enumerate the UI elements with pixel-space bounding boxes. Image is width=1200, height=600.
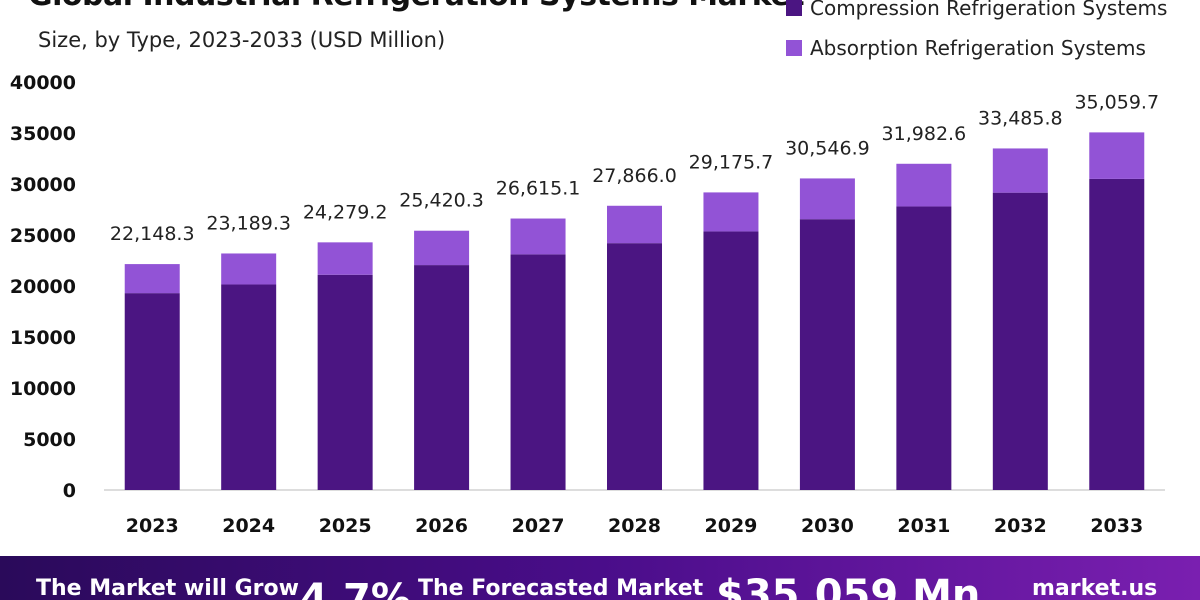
bar-absorption-2025 xyxy=(317,242,373,275)
bar-total-label: 31,982.6 xyxy=(882,123,967,145)
bar-total-label: 35,059.7 xyxy=(1074,91,1159,113)
banner-text-grow: The Market will Grow xyxy=(36,576,299,600)
banner-brand: market.us xyxy=(1032,576,1158,600)
bar-total-label: 22,148.3 xyxy=(110,223,195,245)
bar-absorption-2028 xyxy=(607,205,662,244)
legend-item-compression: Compression Refrigeration Systems xyxy=(786,0,1167,28)
bar-absorption-2026 xyxy=(414,230,470,266)
legend-label-absorption: Absorption Refrigeration Systems xyxy=(810,36,1146,60)
legend-item-absorption: Absorption Refrigeration Systems xyxy=(786,28,1167,68)
bar-total-label: 33,485.8 xyxy=(978,107,1063,129)
y-tick-label: 35000 xyxy=(10,123,76,145)
x-tick-label: 2026 xyxy=(415,515,468,537)
y-tick-label: 0 xyxy=(63,480,76,502)
bar-compression-2032 xyxy=(992,192,1048,491)
bar-compression-2025 xyxy=(317,274,373,490)
x-tick-label: 2023 xyxy=(126,515,179,537)
bar-total-label: 30,546.9 xyxy=(785,137,870,159)
bar-total-label: 29,175.7 xyxy=(689,151,774,173)
bar-total-label: 23,189.3 xyxy=(206,212,291,234)
bar-compression-2023 xyxy=(124,293,180,490)
bar-total-label: 25,420.3 xyxy=(399,190,484,212)
x-tick-label: 2028 xyxy=(608,515,661,537)
x-tick-label: 2024 xyxy=(222,515,275,537)
y-axis: 0 5000 10000 15000 20000 25000 30000 35000 40000 xyxy=(10,72,1165,502)
bar-compression-2030 xyxy=(799,219,855,490)
bar-absorption-2029 xyxy=(703,192,759,232)
x-tick-label: 2027 xyxy=(512,515,565,537)
bar-compression-2026 xyxy=(414,265,470,490)
bar-compression-2028 xyxy=(607,243,662,490)
bar-absorption-2030 xyxy=(799,178,855,220)
chart-legend: Compression Refrigeration Systems Absorp… xyxy=(786,0,1167,68)
y-tick-label: 40000 xyxy=(10,72,76,94)
bar-compression-2031 xyxy=(896,206,952,490)
y-tick-label: 10000 xyxy=(10,378,76,400)
bar-absorption-2024 xyxy=(221,253,277,285)
bar-absorption-2023 xyxy=(124,264,180,294)
bar-total-label: 26,615.1 xyxy=(496,178,581,200)
legend-label-compression: Compression Refrigeration Systems xyxy=(810,0,1168,20)
y-tick-label: 5000 xyxy=(23,429,76,451)
bars: 22,148.3 23,189.3 24,279.2 25,420.3 26,615.1… xyxy=(110,91,1159,491)
y-tick-label: 25000 xyxy=(10,225,76,247)
bar-absorption-2032 xyxy=(992,148,1048,193)
x-tick-label: 2029 xyxy=(705,515,758,537)
bar-compression-2027 xyxy=(510,254,566,490)
stacked-bar-chart: 0 5000 10000 15000 20000 25000 30000 35000 40000… xyxy=(10,72,1165,537)
x-tick-label: 2025 xyxy=(319,515,372,537)
legend-swatch-absorption xyxy=(786,40,802,56)
y-tick-label: 20000 xyxy=(10,276,76,298)
bar-absorption-2027 xyxy=(510,218,566,255)
bar-compression-2024 xyxy=(221,284,277,490)
banner-text-forecast: The Forecasted Market xyxy=(418,576,704,600)
x-tick-label: 2030 xyxy=(801,515,854,537)
bar-compression-2033 xyxy=(1089,178,1145,490)
x-axis: 2023 2024 2025 2026 2027 2028 2029 2030 2031 2032… xyxy=(126,515,1143,537)
chart-title: Global Industrial Refrigeration Systems … xyxy=(28,0,805,13)
bar-absorption-2033 xyxy=(1089,132,1145,179)
bar-total-label: 27,866.0 xyxy=(592,165,677,187)
y-tick-label: 30000 xyxy=(10,174,76,196)
banner-cagr: 4.7% xyxy=(300,576,411,600)
x-tick-label: 2032 xyxy=(994,515,1047,537)
y-tick-label: 15000 xyxy=(10,327,76,349)
bar-absorption-2031 xyxy=(896,163,952,207)
promo-banner: The Market will Grow 4.7% The Forecasted… xyxy=(0,556,1200,600)
chart-subtitle: Size, by Type, 2023-2033 (USD Million) xyxy=(38,28,446,52)
x-tick-label: 2033 xyxy=(1090,515,1143,537)
legend-swatch-compression xyxy=(786,0,802,16)
x-tick-label: 2031 xyxy=(897,515,950,537)
banner-value: $35,059 Mn xyxy=(716,572,981,600)
bar-compression-2029 xyxy=(703,231,759,490)
bar-total-label: 24,279.2 xyxy=(303,201,388,223)
